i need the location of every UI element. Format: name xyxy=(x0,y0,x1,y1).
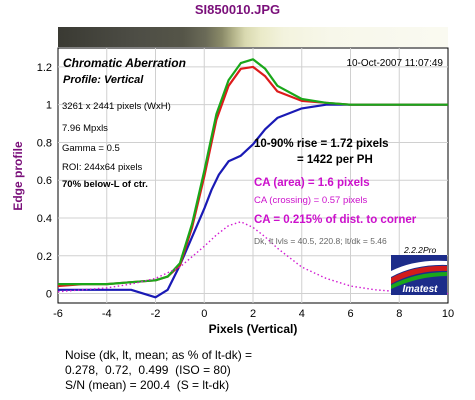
y-tick-label: 1.2 xyxy=(37,62,52,74)
y-tick-label: 1 xyxy=(46,100,52,112)
ca-crossing-result: CA (crossing) = 0.57 pixels xyxy=(254,195,368,206)
file-title: SI850010.JPG xyxy=(194,2,281,17)
chart-title: Chromatic Aberration xyxy=(63,56,186,70)
y-tick-label: 0.8 xyxy=(37,137,52,149)
x-tick-label: 6 xyxy=(347,308,353,320)
info-location: 70% below-L of ctr. xyxy=(62,179,148,190)
y-tick-label: 0.2 xyxy=(37,251,52,263)
y-tick-label: 0.4 xyxy=(37,213,52,225)
x-tick-label: 2 xyxy=(250,308,256,320)
logo-text: Imatest xyxy=(402,284,438,295)
x-axis-label: Pixels (Vertical) xyxy=(209,322,298,336)
x-tick-label: -2 xyxy=(151,308,161,320)
edition-label: Pro xyxy=(423,245,437,255)
noise-summary: Noise (dk, lt, mean; as % of lt-dk) = 0.… xyxy=(65,348,252,393)
y-axis-label: Edge profile xyxy=(11,141,25,211)
imatest-logo: Imatest xyxy=(391,255,447,295)
chart-date: 10-Oct-2007 11:07:49 xyxy=(346,58,443,69)
info-mpxls: 7.96 Mpxls xyxy=(62,123,108,134)
per-ph-result: = 1422 per PH xyxy=(297,154,373,166)
noise-line-1: Noise (dk, lt, mean; as % of lt-dk) = xyxy=(65,348,253,362)
info-pixels: 3261 x 2441 pixels (WxH) xyxy=(62,101,171,112)
series-line-3 xyxy=(57,221,449,295)
version-label: 2.2.2 xyxy=(403,245,423,255)
y-tick-label: 0 xyxy=(46,289,52,301)
y-tick-label: 0.6 xyxy=(37,175,52,187)
rise-result: 10-90% rise = 1.72 pixels xyxy=(254,138,389,150)
noise-line-2: 0.278, 0.72, 0.499 (ISO = 80) xyxy=(65,363,231,377)
ca-dist-result: CA = 0.215% of dist. to corner xyxy=(254,214,417,226)
levels-result: Dk, lt lvls = 40.5, 220.8; lt/dk = 5.46 xyxy=(254,236,387,246)
x-tick-label: -4 xyxy=(102,308,112,320)
x-tick-label: 0 xyxy=(201,308,207,320)
x-tick-label: 4 xyxy=(299,308,305,320)
chart-subtitle: Profile: Vertical xyxy=(63,74,144,86)
series-line-2 xyxy=(58,58,448,286)
series-line-0 xyxy=(58,103,448,299)
edge-image-strip xyxy=(58,27,448,47)
info-roi: ROI: 244x64 pixels xyxy=(62,162,143,173)
x-tick-label: -6 xyxy=(53,308,63,320)
noise-line-3: S/N (mean) = 200.4 (S = lt-dk) xyxy=(65,378,230,392)
x-tick-label: 8 xyxy=(396,308,402,320)
ca-area-result: CA (area) = 1.6 pixels xyxy=(254,177,370,189)
x-tick-label: 10 xyxy=(442,308,454,320)
info-gamma: Gamma = 0.5 xyxy=(62,143,120,154)
